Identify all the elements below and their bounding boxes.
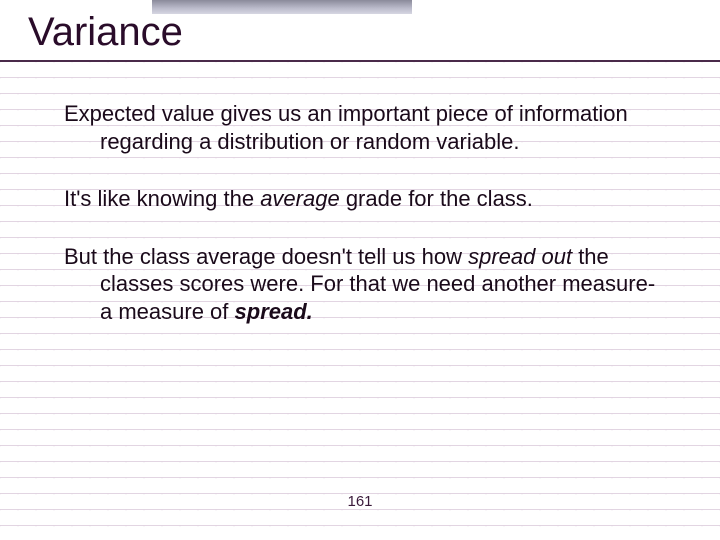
paragraph-1: Expected value gives us an important pie… <box>64 100 664 155</box>
page-number: 161 <box>0 493 720 510</box>
paragraph-3-pre: But the class average doesn't tell us ho… <box>64 244 468 269</box>
slide: Variance Expected value gives us an impo… <box>0 0 720 540</box>
slide-body: Expected value gives us an important pie… <box>64 100 664 355</box>
paragraph-2-pre: It's like knowing the <box>64 186 260 211</box>
paragraph-1-text: Expected value gives us an important pie… <box>64 101 628 154</box>
title-underline <box>0 60 720 62</box>
paragraph-3: But the class average doesn't tell us ho… <box>64 243 664 326</box>
paragraph-2-ital: average <box>260 186 340 211</box>
slide-title: Variance <box>28 10 183 55</box>
paragraph-2-post: grade for the class. <box>340 186 533 211</box>
paragraph-3-bolditalic: spread. <box>235 299 313 324</box>
paragraph-2: It's like knowing the average grade for … <box>64 185 664 213</box>
paragraph-3-ital: spread out <box>468 244 572 269</box>
top-shadow-bar <box>152 0 412 14</box>
